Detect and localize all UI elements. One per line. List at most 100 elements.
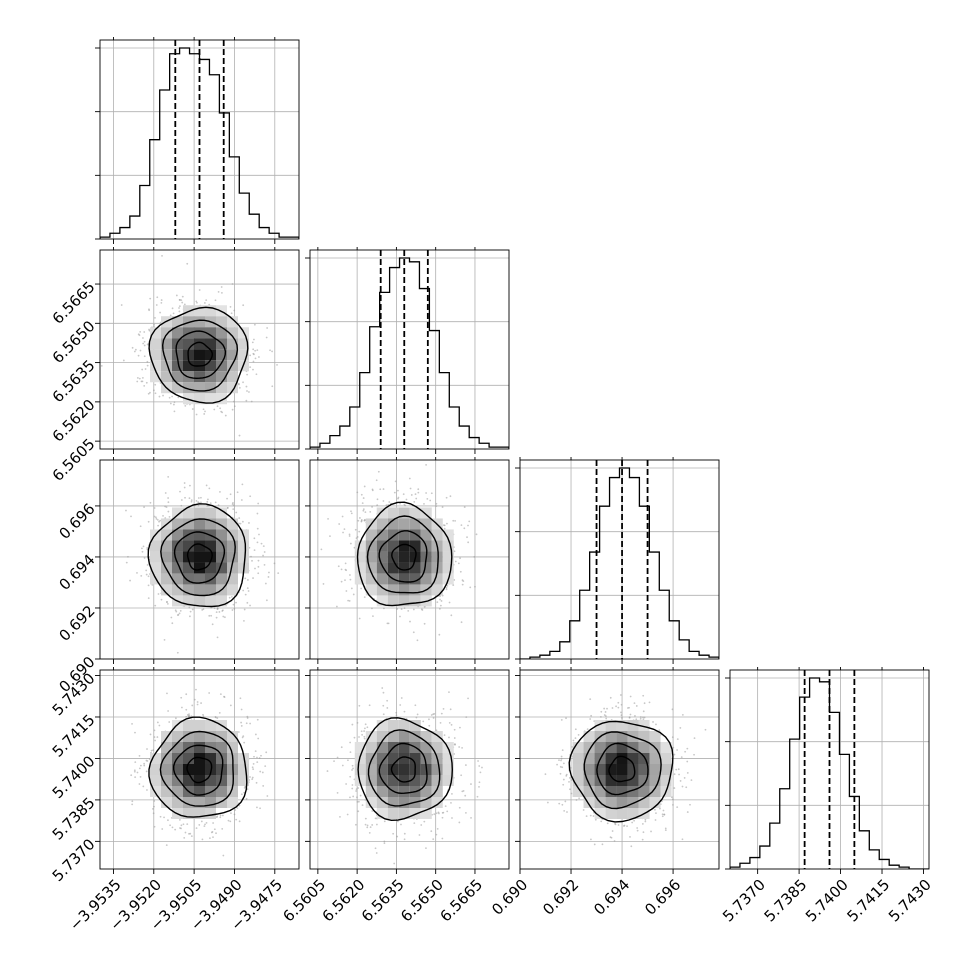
density-cell xyxy=(205,518,216,530)
scatter-point xyxy=(351,784,354,786)
scatter-point xyxy=(148,328,150,331)
density-cell xyxy=(161,584,172,596)
scatter-point xyxy=(202,408,205,411)
scatter-point xyxy=(146,546,149,549)
scatter-point xyxy=(364,511,367,514)
x-tick-label: 0.692 xyxy=(539,876,582,919)
scatter-point xyxy=(686,747,689,750)
density-cell xyxy=(238,753,249,764)
scatter-point xyxy=(183,486,186,489)
density-cell xyxy=(376,518,388,530)
scatter-point xyxy=(441,506,444,508)
scatter-point xyxy=(355,788,358,791)
density-cell xyxy=(205,764,216,775)
scatter-point xyxy=(222,854,225,857)
scatter-point xyxy=(164,505,166,508)
scatter-point xyxy=(142,785,145,788)
scatter-point xyxy=(428,724,431,727)
scatter-point xyxy=(171,622,174,625)
density-cell xyxy=(616,797,628,808)
scatter-point xyxy=(256,541,259,544)
scatter-point xyxy=(464,794,467,797)
scatter-point xyxy=(570,792,573,795)
scatter-point xyxy=(211,831,214,833)
scatter-point xyxy=(276,363,278,366)
density-cell xyxy=(227,797,238,808)
density-cell xyxy=(409,540,421,552)
scatter-point xyxy=(244,577,247,580)
scatter-point xyxy=(364,817,367,820)
scatter-point xyxy=(420,824,423,826)
scatter-point xyxy=(213,828,216,831)
scatter-point xyxy=(245,399,248,402)
scatter-point xyxy=(676,806,679,809)
scatter-point xyxy=(171,395,174,398)
scatter-point xyxy=(678,773,680,776)
density-cell xyxy=(605,786,617,797)
scatter-point xyxy=(399,615,401,618)
density-cell xyxy=(649,753,661,764)
scatter-point xyxy=(393,491,396,494)
scatter-point xyxy=(122,359,125,362)
density-cell xyxy=(398,731,410,742)
scatter-point xyxy=(663,813,666,816)
scatter-point xyxy=(462,580,465,583)
y-tick-label: 5.7370 xyxy=(49,835,99,885)
scatter-point xyxy=(230,812,232,815)
scatter-point xyxy=(152,807,154,810)
scatter-point xyxy=(617,706,620,709)
density-cell xyxy=(205,584,216,596)
density-cell xyxy=(583,786,595,797)
scatter-point xyxy=(249,495,252,498)
scatter-point xyxy=(253,338,255,341)
scatter-point xyxy=(158,520,160,523)
density-cell xyxy=(605,753,617,764)
scatter-point xyxy=(243,608,246,611)
scatter-point xyxy=(220,291,223,294)
density-cell xyxy=(638,764,650,775)
density-cell xyxy=(183,731,194,742)
scatter-point xyxy=(641,838,644,841)
scatter-point xyxy=(238,517,241,519)
panel-frame xyxy=(309,249,510,450)
scatter-point xyxy=(146,789,148,791)
scatter-point xyxy=(149,391,151,394)
x-tick-label: 0.696 xyxy=(641,876,684,919)
density-cell xyxy=(376,808,388,819)
scatter-point xyxy=(559,765,562,768)
scatter-point xyxy=(146,343,149,346)
scatter-point xyxy=(214,299,217,302)
scatter-point xyxy=(606,822,609,825)
scatter-point xyxy=(203,413,206,415)
scatter-point xyxy=(180,299,183,302)
scatter-point xyxy=(262,545,265,548)
density-cell xyxy=(398,540,410,552)
density-cell xyxy=(627,808,639,819)
density-cell xyxy=(354,540,366,552)
tick-marks xyxy=(305,457,476,664)
scatter-point xyxy=(202,608,205,611)
density-cell xyxy=(572,775,584,786)
scatter-point xyxy=(253,323,256,326)
scatter-point xyxy=(134,348,137,351)
scatter-point xyxy=(461,746,463,749)
density-cell xyxy=(594,764,606,775)
scatter-point xyxy=(245,722,248,725)
scatter-point xyxy=(590,714,593,717)
scatter-point xyxy=(400,823,402,826)
scatter-point xyxy=(413,822,416,825)
scatter-point xyxy=(246,587,249,589)
scatter-point xyxy=(467,524,469,527)
contour-line-2 xyxy=(175,330,227,380)
scatter-point xyxy=(145,381,148,384)
scatter-point xyxy=(623,824,626,827)
scatter-point xyxy=(418,834,421,836)
scatter-point xyxy=(142,342,145,345)
scatter-point xyxy=(229,704,232,707)
scatter-point xyxy=(348,535,351,537)
scatter-point xyxy=(218,611,221,613)
scatter-point xyxy=(357,519,360,522)
scatter-point xyxy=(445,588,448,591)
scatter-point xyxy=(399,502,401,505)
density-cell xyxy=(442,562,454,574)
